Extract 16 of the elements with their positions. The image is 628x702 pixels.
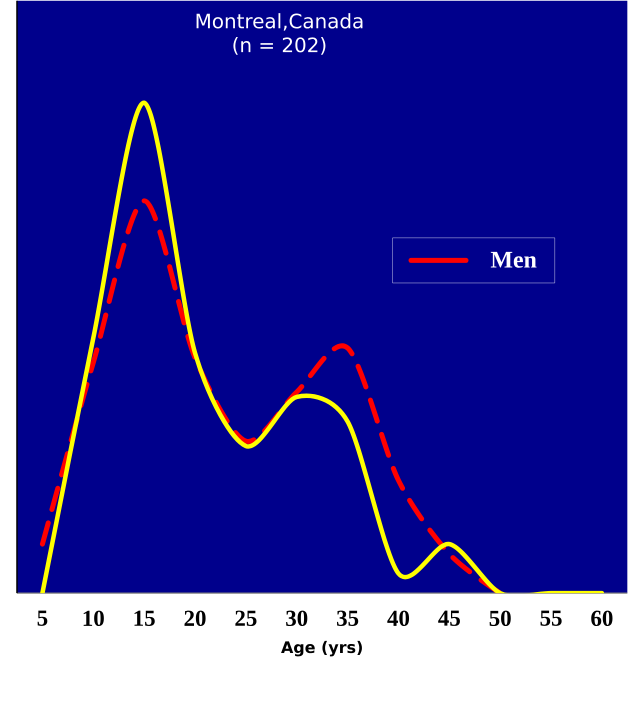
x-tick-label: 25 (235, 610, 257, 626)
x-tick-label: 35 (337, 610, 358, 626)
chart-subtitle: (n = 202) (233, 37, 326, 55)
x-tick-label: 40 (387, 610, 410, 626)
legend-label: Men (490, 252, 537, 268)
x-tick-label: 60 (591, 610, 613, 626)
x-tick-label: 15 (134, 610, 155, 626)
x-tick-label: 30 (286, 610, 308, 626)
x-tick-label: 45 (438, 610, 460, 626)
x-tick-label: 10 (84, 610, 104, 626)
x-tick-label: 50 (490, 610, 511, 626)
x-axis-title: Age (yrs) (281, 640, 362, 656)
x-tick-label: 5 (38, 610, 48, 626)
chart-title: Montreal,Canada (196, 13, 362, 31)
x-tick-label: 55 (540, 610, 562, 626)
x-tick-label: 20 (184, 610, 206, 626)
